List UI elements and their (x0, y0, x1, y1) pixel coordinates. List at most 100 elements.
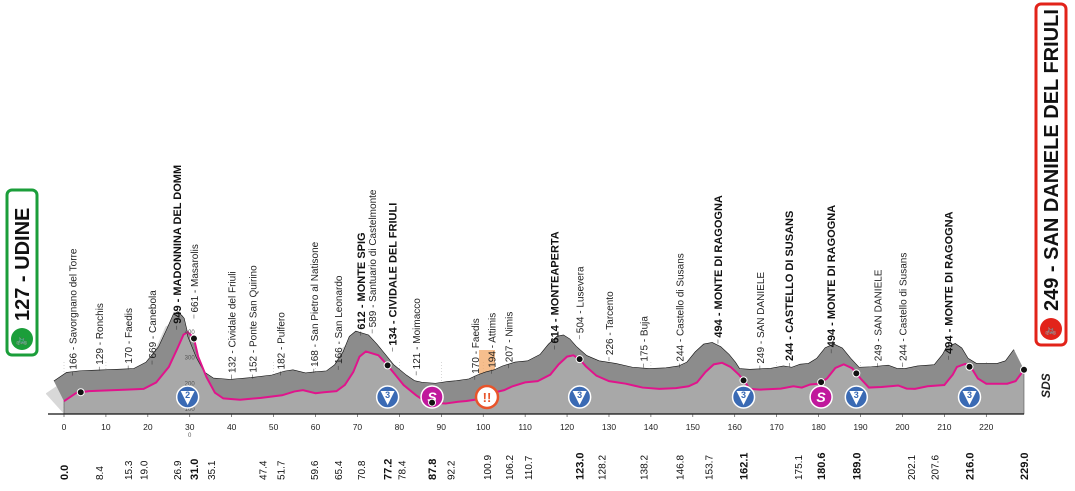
km-label: 65.4 (334, 460, 345, 480)
axis-tick-label: 30 (185, 422, 195, 432)
climb-category-number: 3 (967, 390, 972, 400)
sprint-letter: S (816, 389, 826, 405)
place-label: 134 - CIVIDALE DEL FRIULI (388, 203, 400, 346)
km-label: 87.8 (427, 459, 439, 480)
route-point-dot (575, 355, 584, 364)
axis-tick-label: 0 (62, 422, 67, 432)
climb-category-number: 3 (385, 390, 390, 400)
place-label: 152 - Ponte San Quirino (249, 265, 260, 373)
place-label: 504 - Lusevera (576, 266, 587, 333)
km-label: 202.1 (907, 455, 918, 480)
place-label: 166 - Savorgnano del Torre (68, 248, 79, 369)
km-label: 77.2 (383, 459, 395, 480)
route-point-dot (76, 388, 85, 397)
km-label: 123.0 (575, 452, 587, 480)
place-label: 170 - Faedis (471, 318, 482, 374)
climb-category-number: 2 (185, 390, 190, 400)
km-label: 100.9 (483, 455, 494, 480)
axis-tick-label: 130 (602, 422, 616, 432)
place-label: 244 - CASTELLO DI SUSANS (784, 211, 796, 361)
place-label: 589 - Santuario di Castelmonte (368, 189, 379, 327)
start-box (5, 188, 39, 357)
place-label: 949 - MADONNINA DEL DOMM (172, 165, 184, 324)
feed-zone-badge (474, 384, 500, 410)
km-label: 8.4 (95, 466, 106, 480)
km-label: 35.1 (207, 460, 218, 480)
climb-category-number: 3 (854, 390, 859, 400)
km-label: 138.2 (639, 455, 650, 480)
axis-tick-label: 190 (853, 422, 867, 432)
place-label: 168 - San Pietro al Natisone (310, 241, 321, 367)
altitude-tick: 300 (185, 356, 196, 362)
km-label: 189.0 (851, 452, 863, 480)
climb-category-number: 3 (741, 390, 746, 400)
altitude-tick: 0 (188, 433, 192, 439)
place-label: 249 - SAN DANIELE (873, 269, 884, 361)
place-label: 182 - Pulfero (277, 312, 288, 370)
km-label: 31.0 (189, 459, 201, 480)
axis-tick-label: 120 (560, 422, 574, 432)
km-label: 106.2 (505, 455, 516, 480)
place-label: 494 - MONTE DI RAGOGNA (826, 205, 838, 347)
km-label: 26.9 (173, 460, 184, 480)
place-label: 249 - SAN DANIELE (756, 272, 767, 364)
place-label: 226 - Tarcento (605, 291, 616, 355)
km-label: 128.2 (597, 455, 608, 480)
axis-tick-label: 220 (979, 422, 993, 432)
axis-tick-label: 180 (811, 422, 825, 432)
axis-tick-label: 170 (770, 422, 784, 432)
km-label: 175.1 (794, 455, 805, 480)
axis-tick-label: 200 (895, 422, 909, 432)
profile-side (54, 312, 1024, 404)
km-label: 78.4 (397, 460, 408, 480)
climb-triangle-icon (180, 391, 195, 405)
km-label: 216.0 (965, 452, 977, 480)
km-label: 153.7 (704, 455, 715, 480)
finish-label: 249 - SAN DANIELE DEL FRIULI (1041, 9, 1063, 311)
km-label: 47.4 (259, 460, 270, 480)
finish-box (1034, 2, 1068, 347)
climb-triangle-icon (962, 391, 977, 405)
axis-tick-label: 70 (353, 422, 363, 432)
place-label: 669 - Canebola (148, 290, 159, 359)
place-label: 207 - Nimis (504, 312, 515, 363)
brand-logo: SDS (1039, 373, 1053, 398)
route-point-dot (965, 362, 974, 371)
km-label: 59.6 (310, 460, 321, 480)
km-label: 180.6 (816, 452, 828, 480)
km-label: 0.0 (59, 465, 71, 480)
feed-zone-icon: !! (483, 390, 492, 405)
altitude-tick: 400 (185, 330, 196, 336)
axis-tick-label: 160 (728, 422, 742, 432)
km-label: 229.0 (1019, 452, 1031, 480)
km-label: 162.1 (739, 452, 751, 480)
km-label: 15.3 (124, 460, 135, 480)
route-point-dot (1020, 365, 1028, 374)
axis-tick-label: 140 (644, 422, 658, 432)
altitude-tick: 100 (185, 407, 196, 413)
climb-triangle-icon (736, 391, 751, 405)
place-label: 166 - San Leonardo (334, 275, 345, 364)
finish-bike-badge (1040, 318, 1062, 340)
place-label: 121 - Moimacco (412, 298, 423, 370)
place-label: 494 - MONTE DI RAGOGNA (944, 211, 956, 353)
route-point-dot (189, 334, 198, 343)
place-label: 244 - Castello di Susans (675, 253, 686, 361)
axis-tick-label: 210 (937, 422, 951, 432)
km-label: 207.6 (930, 455, 941, 480)
route-line (63, 330, 1025, 405)
route-point-dot (852, 369, 861, 378)
km-label: 19.0 (140, 460, 151, 480)
axis-tick-label: 150 (686, 422, 700, 432)
climb-triangle-icon (572, 391, 587, 405)
sprint-letter: S (427, 389, 437, 405)
place-label: 129 - Ronchis (95, 303, 106, 365)
place-label: 661 - Masarolis (190, 244, 201, 312)
start-bike-badge (11, 328, 33, 350)
km-label: 92.2 (447, 460, 458, 480)
axis-tick-label: 20 (143, 422, 153, 432)
km-label: 70.8 (357, 460, 368, 480)
place-label: 612 - MONTE SPIG (356, 232, 368, 329)
place-label: 244 - Castello di Susans (898, 253, 909, 361)
